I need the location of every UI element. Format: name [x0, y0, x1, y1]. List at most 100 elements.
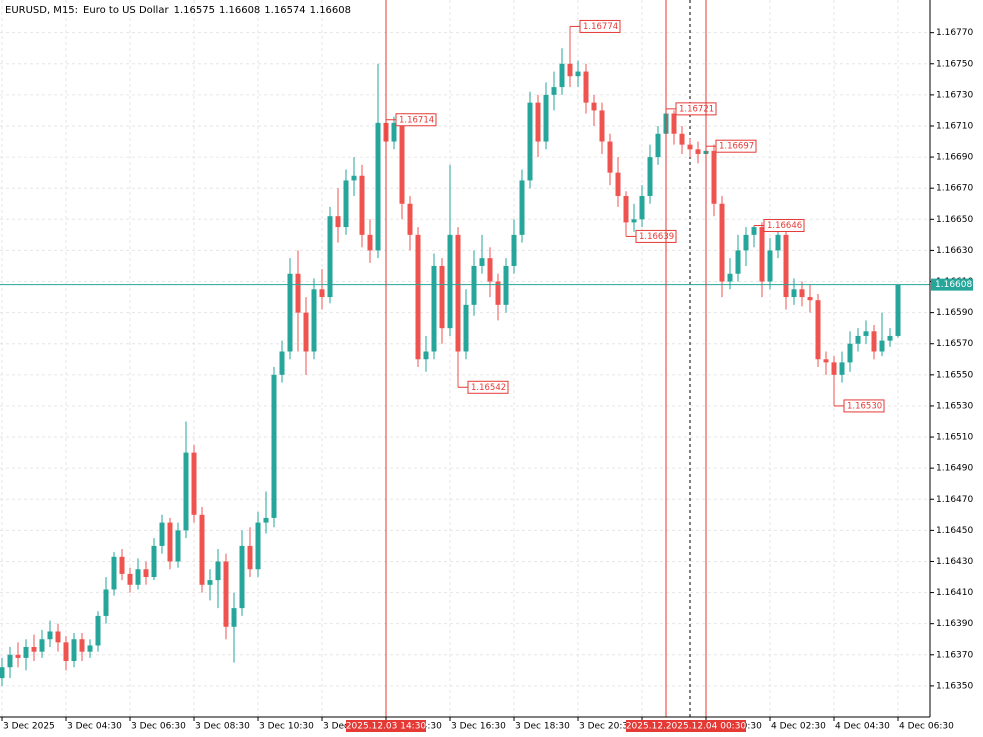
candle-body [335, 216, 341, 228]
x-tick-label: 4 Dec 04:30 [835, 722, 890, 732]
candle-body [615, 172, 621, 196]
bid-label: 1.16608 [935, 280, 972, 290]
candle-body [303, 312, 309, 352]
header-open: 1.16575 [174, 5, 215, 16]
candle-body [639, 195, 645, 220]
candle-body [775, 234, 781, 251]
annotation-label: 1.16721 [679, 104, 714, 114]
candle-body [583, 71, 589, 103]
candle-body [871, 331, 877, 352]
x-tick-label: 4 Dec 06:30 [899, 722, 954, 732]
candle-body [223, 561, 229, 627]
annotation-label: 1.16714 [399, 115, 434, 125]
candle-body [7, 654, 13, 668]
candle-body [439, 265, 445, 329]
annotation-box [579, 19, 621, 33]
annotation-label: 1.16774 [583, 22, 618, 32]
candle-body [135, 569, 141, 585]
y-tick-label: 1.16670 [936, 184, 973, 194]
candle-body [263, 517, 269, 523]
candle-body [375, 122, 381, 251]
y-tick-label: 1.16550 [936, 370, 973, 380]
candle-body [711, 150, 717, 204]
header-low: 1.16574 [264, 5, 305, 16]
candle-body [735, 250, 741, 274]
candle-body [463, 304, 469, 352]
candle-body [0, 667, 5, 679]
candle-body [599, 110, 605, 142]
candle-body [79, 639, 85, 652]
candle-body [767, 250, 773, 282]
candle-body [343, 180, 349, 228]
annotation-box [763, 219, 805, 233]
candle-body [63, 642, 69, 662]
candle-body [623, 195, 629, 223]
candle-body [111, 556, 117, 590]
candle-body [271, 374, 277, 518]
candle-body [127, 573, 133, 585]
candle-body [247, 545, 253, 570]
candle-body [87, 645, 93, 652]
candle-body [695, 149, 701, 154]
candle-body [567, 63, 573, 77]
y-tick-label: 1.16590 [936, 308, 973, 318]
candle-body [15, 654, 21, 658]
candle-body [455, 234, 461, 352]
candle-body [231, 608, 237, 627]
x-tick-label: 4 Dec 02:30 [771, 722, 826, 732]
candle-body [679, 133, 685, 145]
x-tick-label: 3 Dec 10:30 [259, 722, 314, 732]
candle-body [527, 102, 533, 181]
candle-body [151, 545, 157, 578]
candle-body [47, 631, 53, 640]
vline-box [666, 720, 746, 732]
candle-body [159, 522, 165, 546]
candle-body [119, 556, 125, 574]
y-tick-label: 1.16510 [936, 433, 973, 443]
candle-body [671, 113, 677, 134]
annotation-box [843, 399, 885, 413]
candle-body [751, 227, 757, 235]
y-tick-label: 1.16450 [936, 526, 973, 536]
x-tick-label: 3 Dec 2025 [3, 722, 55, 732]
candle-body [575, 71, 581, 77]
candle-body [471, 265, 477, 305]
x-tick-label: 3 Dec 04:30 [67, 722, 122, 732]
candle-body [519, 180, 525, 235]
candle-body [815, 300, 821, 360]
candle-body [423, 351, 429, 360]
candle-body [551, 87, 557, 95]
candle-body [655, 133, 661, 158]
y-tick-label: 1.16710 [936, 121, 973, 131]
header-high: 1.16608 [219, 5, 260, 16]
candle-body [215, 561, 221, 581]
y-tick-label: 1.16350 [936, 681, 973, 691]
y-tick-label: 1.16630 [936, 246, 973, 256]
candle-body [487, 258, 493, 282]
candle-body [799, 289, 805, 298]
candle-body [399, 122, 405, 204]
candle-body [359, 175, 365, 235]
candle-body [879, 340, 885, 352]
annotation-label: 1.16646 [767, 221, 802, 231]
candle-body [447, 234, 453, 329]
candle-body [319, 289, 325, 298]
candle-body [295, 273, 301, 313]
candle-body [783, 234, 789, 298]
candle-body [503, 265, 509, 305]
candle-body [167, 522, 173, 562]
candle-body [543, 94, 549, 142]
candle-body [647, 157, 653, 196]
candle-body [175, 530, 181, 562]
candle-body [327, 216, 333, 298]
candle-body [591, 102, 597, 111]
candle-body [719, 203, 725, 282]
candle-body [287, 273, 293, 352]
description: Euro to US Dollar [83, 5, 169, 16]
y-tick-label: 1.16390 [936, 619, 973, 629]
candle-body [839, 362, 845, 375]
candle-body [191, 452, 197, 515]
annotation-label: 1.16639 [639, 232, 674, 242]
